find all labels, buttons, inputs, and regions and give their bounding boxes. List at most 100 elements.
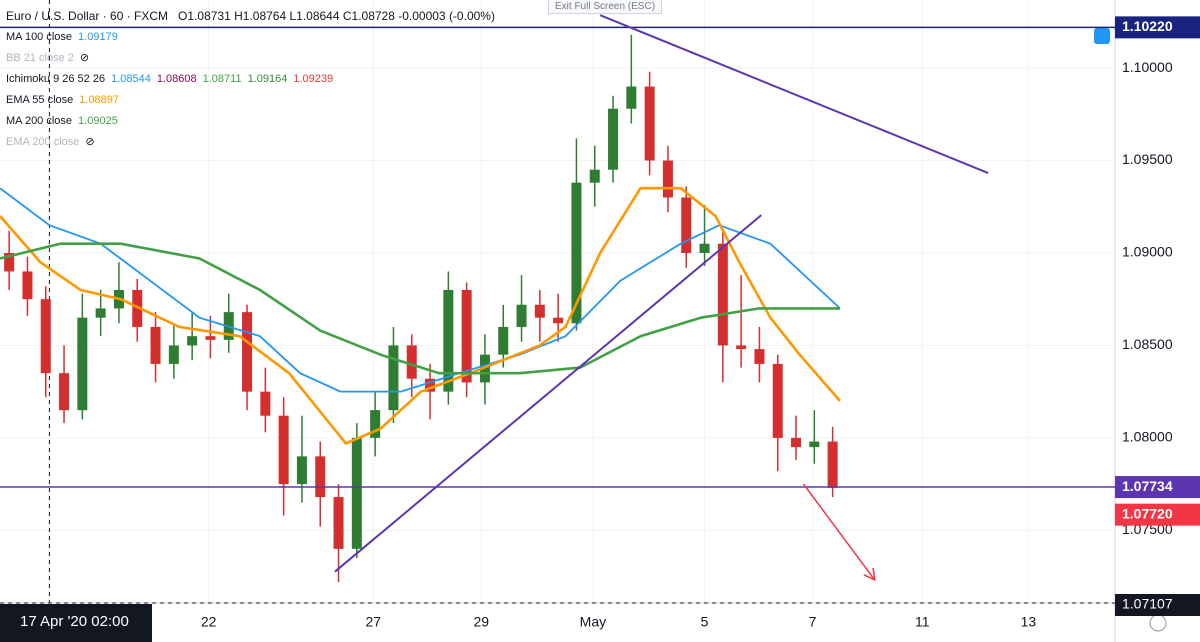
price-label-bg: [1115, 476, 1200, 499]
candle-body: [571, 182, 582, 324]
candle-body: [608, 108, 619, 170]
candle-body: [443, 289, 454, 392]
candle-body: [425, 378, 436, 392]
legend-item: MA 100 close 1.09179: [6, 27, 495, 48]
x-tick-label: 27: [366, 614, 382, 630]
candle-body: [754, 349, 765, 364]
price-label-bg: [1115, 16, 1200, 39]
candle-body: [644, 86, 655, 161]
candle-body: [516, 304, 527, 327]
arrow: [802, 483, 876, 581]
candle-body: [827, 441, 838, 488]
symbol-title: Euro / U.S. Dollar · 60 · FXCM: [6, 9, 169, 23]
x-tick-label: 7: [809, 614, 817, 630]
y-tick-label: 1.08000: [1122, 429, 1173, 445]
candle-body: [205, 336, 216, 340]
legend-value: 1.08897: [79, 94, 120, 106]
legend-name: Ichimoku 9 26 52 26: [6, 73, 106, 85]
candle-body: [626, 86, 637, 109]
candle-body: [553, 317, 564, 324]
indicator-line: [0, 242, 840, 375]
ohlc-values: O1.08731 H1.08764 L1.08644 C1.08728 -0.0…: [178, 9, 495, 23]
trendline: [334, 214, 762, 573]
candle-body: [717, 243, 728, 346]
legend-item: BB 21 close 2 ⊘: [6, 48, 495, 69]
candle-body: [242, 312, 253, 392]
legend-name: MA 200 close: [6, 115, 73, 127]
x-tick-label: 29: [473, 614, 489, 630]
x-tick-label: 22: [201, 614, 217, 630]
price-label: 1.10220: [1122, 18, 1173, 34]
last-price-label: 1.07720: [1122, 505, 1173, 521]
candle-body: [791, 437, 802, 448]
crosshair-y-label: 1.07107: [1122, 596, 1173, 612]
price-axis-bg: [1115, 0, 1200, 642]
legend-item: Ichimoku 9 26 52 26 1.08544 1.08608 1.08711…: [6, 69, 495, 90]
y-tick-label: 1.09000: [1122, 244, 1173, 260]
legend-value: 1.09179: [78, 31, 118, 43]
x-tick-label: May: [580, 614, 606, 630]
candle-body: [351, 437, 362, 549]
legend-item: EMA 55 close 1.08897: [6, 90, 495, 111]
candle-body: [681, 197, 692, 253]
legend-value: 1.08711: [202, 73, 242, 85]
last-price-bg: [1115, 503, 1200, 526]
candle-body: [40, 299, 51, 374]
candle-body: [772, 363, 783, 438]
legend-name: MA 100 close: [6, 31, 73, 43]
legend-item: EMA 200 close ⊘: [6, 132, 495, 153]
hidden-eye-icon: ⊘: [79, 52, 90, 64]
x-tick-label: 13: [1021, 614, 1037, 630]
candle-body: [809, 441, 820, 448]
legend-value: 1.09164: [247, 73, 288, 85]
candle-body: [406, 345, 417, 379]
candle-body: [333, 497, 344, 549]
crosshair-x-label: 17 Apr '20 02:00: [20, 613, 129, 630]
arrow-head: [863, 567, 876, 582]
candle-body: [77, 317, 88, 411]
candle-body: [589, 169, 600, 183]
legend-value: 1.08544: [111, 73, 151, 85]
plot-area: [0, 0, 1115, 604]
candle-body: [662, 160, 673, 198]
price-label: 1.07734: [1122, 478, 1173, 494]
candle-body: [296, 456, 307, 485]
y-tick-label: 1.08500: [1122, 336, 1173, 352]
legend-item: MA 200 close 1.09025: [6, 111, 495, 132]
hidden-eye-icon: ⊘: [85, 136, 95, 148]
trendline: [599, 14, 989, 175]
candle-body: [168, 345, 179, 364]
candle-body: [461, 289, 472, 383]
candle-body: [534, 304, 545, 318]
legend-name: EMA 200 close: [6, 136, 80, 148]
candle-body: [498, 326, 509, 355]
candle-body: [736, 345, 747, 350]
legend-name: BB 21 close 2: [6, 52, 74, 64]
legend: Euro / U.S. Dollar · 60 · FXCM O1.08731 H…: [6, 6, 495, 153]
legend-title-row: Euro / U.S. Dollar · 60 · FXCM O1.08731 H…: [6, 6, 495, 27]
exit-fullscreen[interactable]: Exit Full Screen (ESC): [548, 0, 663, 14]
legend-value: 1.08608: [156, 73, 197, 85]
candle-body: [150, 326, 161, 364]
legend-value: 1.09239: [293, 73, 334, 85]
crosshair-y-bg: [1115, 594, 1200, 616]
candle-body: [95, 308, 106, 318]
candle-body: [370, 410, 381, 438]
x-tick-label: 5: [701, 614, 709, 630]
candle-body: [388, 345, 399, 411]
candle-body: [132, 289, 143, 327]
candle-body: [187, 336, 198, 346]
y-tick-label: 1.09500: [1122, 151, 1173, 167]
candle-body: [260, 391, 271, 416]
x-tick-label: 11: [915, 614, 930, 630]
candle-body: [4, 252, 15, 272]
candle-body: [59, 373, 70, 411]
y-tick-label: 1.10000: [1122, 59, 1173, 75]
scale-icon[interactable]: [1094, 28, 1110, 44]
legend-value: 1.09025: [78, 115, 118, 127]
candle-body: [278, 415, 289, 485]
candle-body: [315, 456, 326, 498]
crosshair-x-bg: [0, 604, 152, 642]
legend-name: EMA 55 close: [6, 94, 74, 106]
